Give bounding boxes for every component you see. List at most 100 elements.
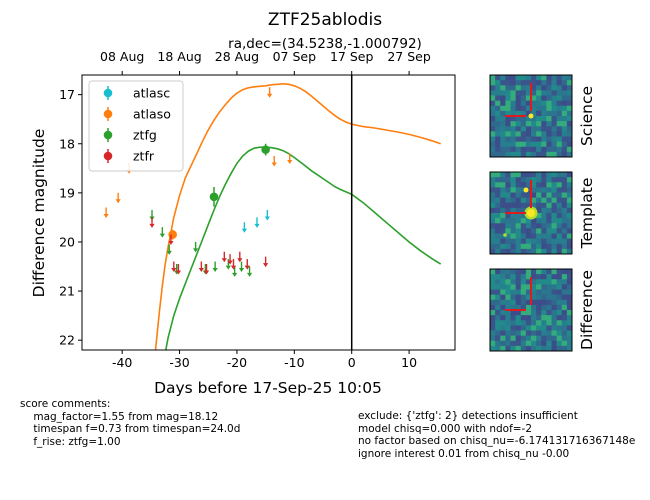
noise-pixel (510, 223, 516, 229)
noise-pixel (541, 269, 547, 275)
noise-pixel (536, 345, 542, 352)
noise-pixel (531, 310, 537, 316)
noise-pixel (525, 325, 532, 331)
y-tick-label: 19 (59, 185, 75, 200)
noise-pixel (495, 105, 501, 112)
noise-pixel (556, 146, 563, 153)
noise-pixel (515, 192, 522, 198)
noise-pixel (561, 121, 568, 127)
model-curve-ztfg (165, 146, 442, 350)
noise-pixel (536, 335, 542, 342)
noise-pixel (510, 131, 516, 137)
noise-pixel (566, 192, 573, 198)
noise-pixel (536, 233, 542, 239)
data-points (103, 87, 293, 277)
noise-pixel (556, 218, 563, 224)
noise-pixel (551, 146, 557, 153)
upper-limit-atlaso (271, 155, 277, 167)
noise-pixel (556, 121, 563, 127)
noise-pixel (551, 182, 557, 188)
noise-pixel (510, 345, 516, 352)
noise-pixel (500, 315, 506, 321)
noise-pixel (541, 284, 547, 290)
noise-pixel (566, 315, 573, 321)
noise-pixel (490, 80, 496, 86)
noise-pixel (495, 325, 501, 331)
noise-pixel (546, 315, 552, 321)
noise-pixel (510, 248, 516, 255)
noise-pixel (490, 177, 496, 183)
noise-pixel (515, 177, 522, 183)
noise-pixel (536, 218, 542, 224)
source-spot (527, 209, 535, 217)
noise-pixel (500, 269, 506, 275)
noise-pixel (561, 126, 568, 132)
noise-pixel (510, 238, 516, 245)
noise-pixel (541, 192, 547, 198)
noise-pixel (495, 223, 501, 229)
noise-pixel (561, 95, 568, 101)
noise-pixel (490, 325, 496, 331)
noise-pixel (525, 202, 532, 209)
noise-pixel (541, 345, 547, 352)
noise-pixel (505, 75, 511, 81)
noise-pixel (556, 269, 563, 275)
noise-pixel (531, 136, 537, 142)
noise-pixel (495, 330, 501, 336)
noise-pixel (546, 330, 552, 336)
noise-pixel (561, 136, 568, 142)
top-tick-label: 08 Aug (100, 49, 144, 64)
detection-ztfg (209, 186, 219, 207)
noise-pixel (520, 141, 527, 148)
noise-pixel (556, 126, 563, 132)
noise-pixel (561, 289, 568, 295)
noise-pixel (546, 325, 552, 331)
noise-pixel (546, 182, 552, 188)
noise-pixel (536, 310, 542, 316)
noise-pixel (520, 90, 527, 96)
noise-pixel (500, 213, 506, 219)
noise-pixel (556, 177, 563, 183)
noise-pixel (546, 340, 552, 347)
noise-pixel (536, 330, 542, 336)
noise-pixel (510, 75, 516, 81)
noise-pixel (520, 213, 527, 219)
legend-label: ztfg (133, 128, 157, 143)
noise-pixel (515, 233, 522, 239)
noise-pixel (515, 269, 522, 275)
noise-pixel (515, 146, 522, 153)
noise-pixel (551, 238, 557, 245)
noise-pixel (520, 110, 527, 117)
upper-limit-ztfr (149, 217, 155, 228)
noise-pixel (490, 121, 496, 127)
noise-pixel (556, 248, 563, 255)
noise-pixel (495, 110, 501, 117)
noise-pixel (510, 289, 516, 295)
noise-pixel (490, 131, 496, 137)
noise-pixel (531, 126, 537, 132)
noise-pixel (536, 100, 542, 107)
noise-pixel (520, 121, 527, 127)
top-tick-label: 07 Sep (273, 49, 317, 64)
noise-pixel (500, 172, 506, 178)
noise-pixel (520, 187, 527, 193)
noise-pixel (505, 238, 511, 245)
source-spot (528, 113, 534, 119)
noise-pixel (541, 325, 547, 331)
noise-pixel (520, 146, 527, 153)
top-tick-label: 17 Sep (330, 49, 374, 64)
noise-pixel (490, 310, 496, 316)
x-tick-label: -40 (112, 355, 132, 370)
noise-pixel (525, 197, 532, 204)
detection-marker (209, 192, 219, 202)
upper-limit-head (264, 216, 270, 221)
noise-pixel (551, 284, 557, 290)
noise-pixel (500, 233, 506, 239)
noise-pixel (495, 243, 501, 250)
noise-pixel (510, 136, 516, 142)
noise-pixel (500, 304, 506, 311)
upper-limit-ztfg (159, 227, 165, 238)
noise-pixel (495, 202, 501, 209)
noise-pixel (490, 85, 496, 91)
noise-pixel (531, 340, 537, 347)
